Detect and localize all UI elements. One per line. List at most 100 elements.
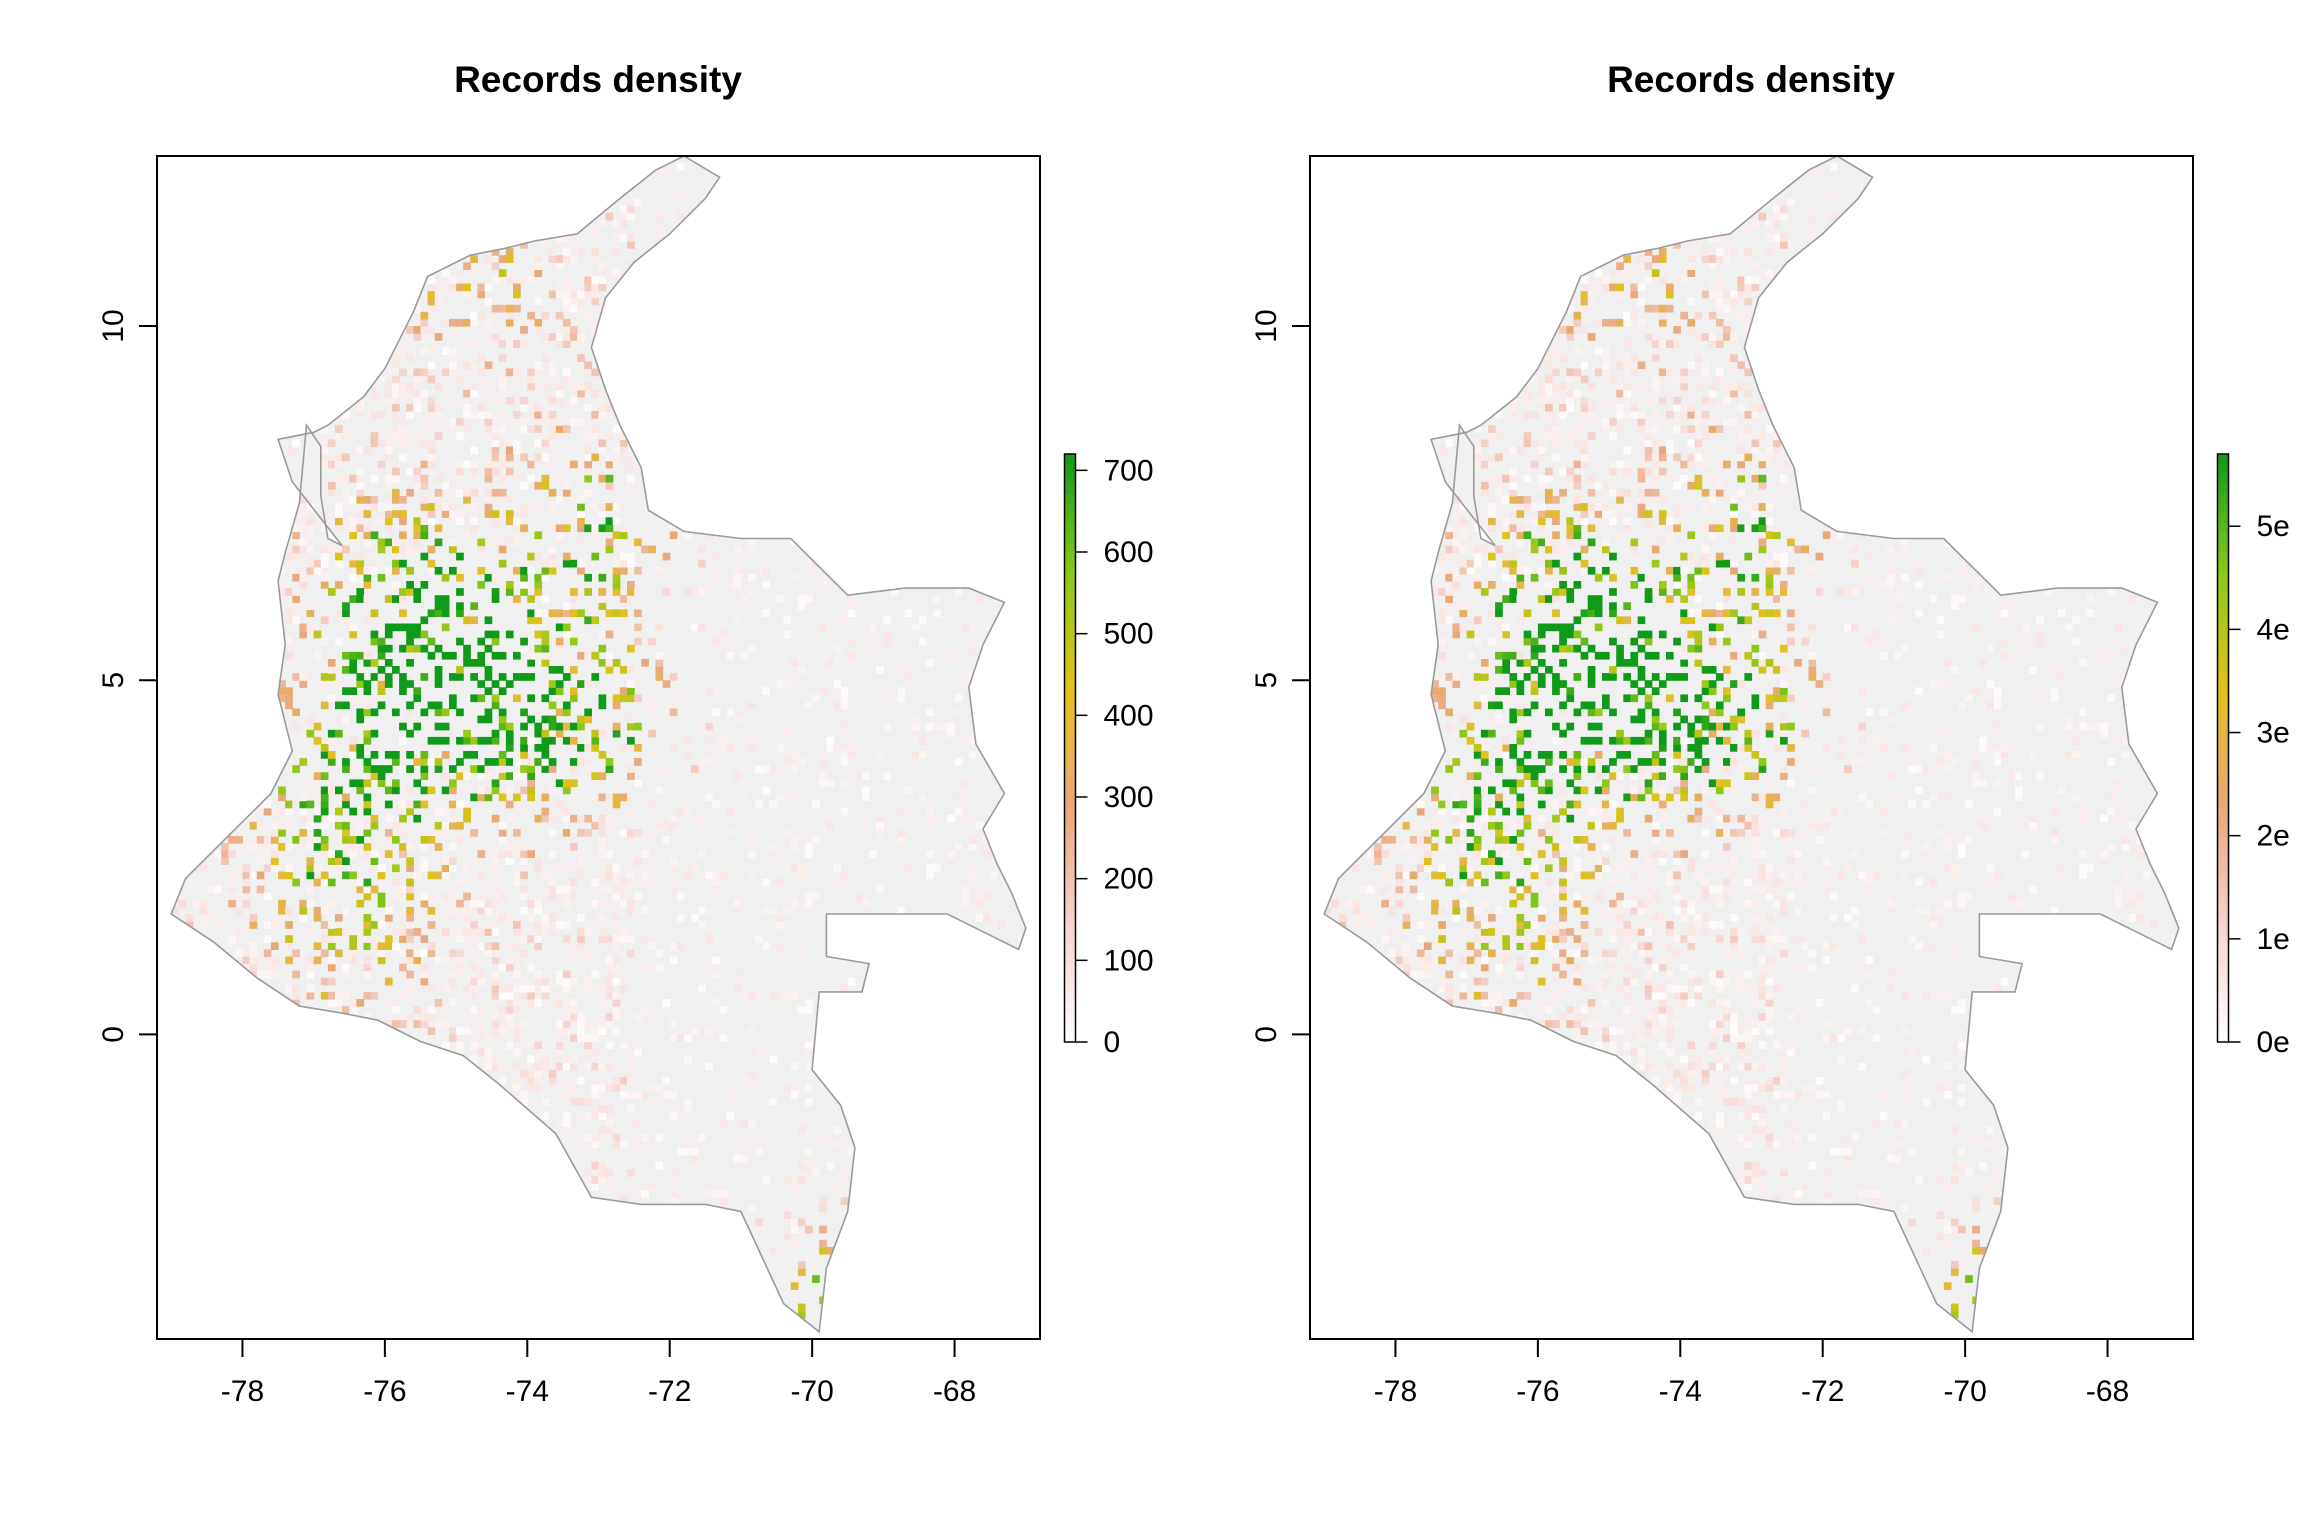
density-cell: [1687, 439, 1696, 448]
density-cell: [1537, 623, 1546, 632]
density-cell: [470, 899, 478, 908]
density-cell: [591, 772, 600, 780]
density-cell: [335, 821, 343, 830]
density-cell: [292, 673, 300, 681]
density-cell: [513, 793, 521, 802]
density-cell: [491, 928, 500, 936]
density-cell: [612, 729, 621, 738]
density-cell: [619, 446, 628, 455]
density-cell: [441, 786, 450, 795]
density-cell: [1708, 736, 1717, 745]
density-cell: [1324, 906, 1332, 915]
density-cell: [1715, 233, 1724, 242]
density-cell: [669, 814, 678, 823]
density-cell: [484, 765, 493, 773]
density-cell: [562, 999, 571, 1007]
legend-color-step: [1064, 640, 1076, 651]
density-cell: [1687, 977, 1696, 986]
density-cell: [342, 701, 350, 710]
density-cell: [1744, 1076, 1753, 1085]
density-cell: [1416, 935, 1425, 943]
density-cell: [1616, 389, 1624, 398]
density-cell: [840, 722, 849, 731]
density-cell: [392, 474, 400, 483]
density-cell: [1943, 1183, 1952, 1191]
density-cell: [1715, 921, 1724, 929]
density-cell: [1473, 524, 1482, 533]
density-cell: [627, 1069, 635, 1078]
density-cell: [2015, 821, 2023, 830]
density-cell: [420, 800, 429, 809]
legend-color-step: [1064, 993, 1076, 1004]
density-cell: [313, 878, 322, 887]
density-cell: [1744, 744, 1753, 752]
density-cell: [562, 807, 571, 816]
density-cell: [520, 396, 528, 405]
density-cell: [1552, 722, 1560, 731]
density-cell: [1552, 800, 1560, 809]
density-cell: [1559, 1013, 1567, 1021]
density-cell: [1530, 942, 1539, 950]
density-cell: [1765, 1084, 1774, 1092]
density-cell: [570, 1013, 578, 1021]
density-cell: [1516, 496, 1525, 504]
density-cell: [392, 666, 400, 674]
density-cell: [1787, 1091, 1795, 1099]
density-cell: [477, 368, 486, 377]
density-cell: [1715, 559, 1724, 568]
density-cell: [413, 956, 422, 965]
density-cell: [377, 503, 386, 511]
density-cell: [498, 255, 507, 263]
density-cell: [1765, 588, 1774, 596]
density-cell: [2029, 751, 2037, 759]
density-cell: [548, 432, 557, 440]
legend-color-step: [1064, 561, 1076, 573]
density-cell: [470, 269, 478, 277]
density-cell: [384, 836, 393, 844]
density-cell: [619, 984, 628, 993]
density-cell: [1936, 1084, 1945, 1092]
density-cell: [1473, 559, 1482, 568]
density-cell: [420, 616, 429, 625]
density-cell: [477, 1006, 486, 1014]
density-cell: [285, 921, 293, 929]
density-cell: [562, 701, 571, 710]
density-cell: [1602, 1034, 1610, 1043]
density-cell: [285, 559, 293, 568]
density-cell: [1872, 630, 1881, 639]
density-cell: [634, 722, 642, 731]
density-cell: [1673, 673, 1681, 681]
density-cell: [1423, 970, 1432, 979]
density-cell: [1865, 637, 1874, 646]
density-cell: [605, 1183, 614, 1191]
density-cell: [484, 496, 493, 504]
density-cell: [1708, 283, 1717, 292]
density-cell: [1837, 736, 1845, 745]
density-cell: [392, 538, 400, 547]
density-cell: [726, 581, 735, 589]
density-cell: [684, 871, 692, 880]
density-cell: [363, 531, 372, 540]
density-cell: [1573, 786, 1582, 795]
density-cell: [1680, 779, 1688, 788]
density-cell: [420, 474, 429, 483]
density-cell: [1737, 928, 1745, 936]
density-cell: [1730, 418, 1738, 426]
density-cell: [427, 326, 436, 334]
density-cell: [1630, 970, 1639, 979]
density-cell: [470, 602, 478, 610]
density-cell: [577, 857, 585, 865]
density-cell: [684, 1098, 692, 1106]
density-cell: [320, 871, 329, 880]
density-cell: [477, 715, 486, 724]
density-cell: [1488, 857, 1496, 865]
density-cell: [406, 354, 414, 362]
density-cell: [1644, 970, 1653, 979]
density-cell: [1765, 573, 1774, 582]
density-cell: [1658, 942, 1667, 950]
density-cell: [463, 751, 471, 759]
density-cell: [1502, 659, 1510, 667]
density-cell: [1566, 800, 1575, 809]
density-cell: [541, 729, 550, 738]
density-cell: [456, 283, 464, 292]
